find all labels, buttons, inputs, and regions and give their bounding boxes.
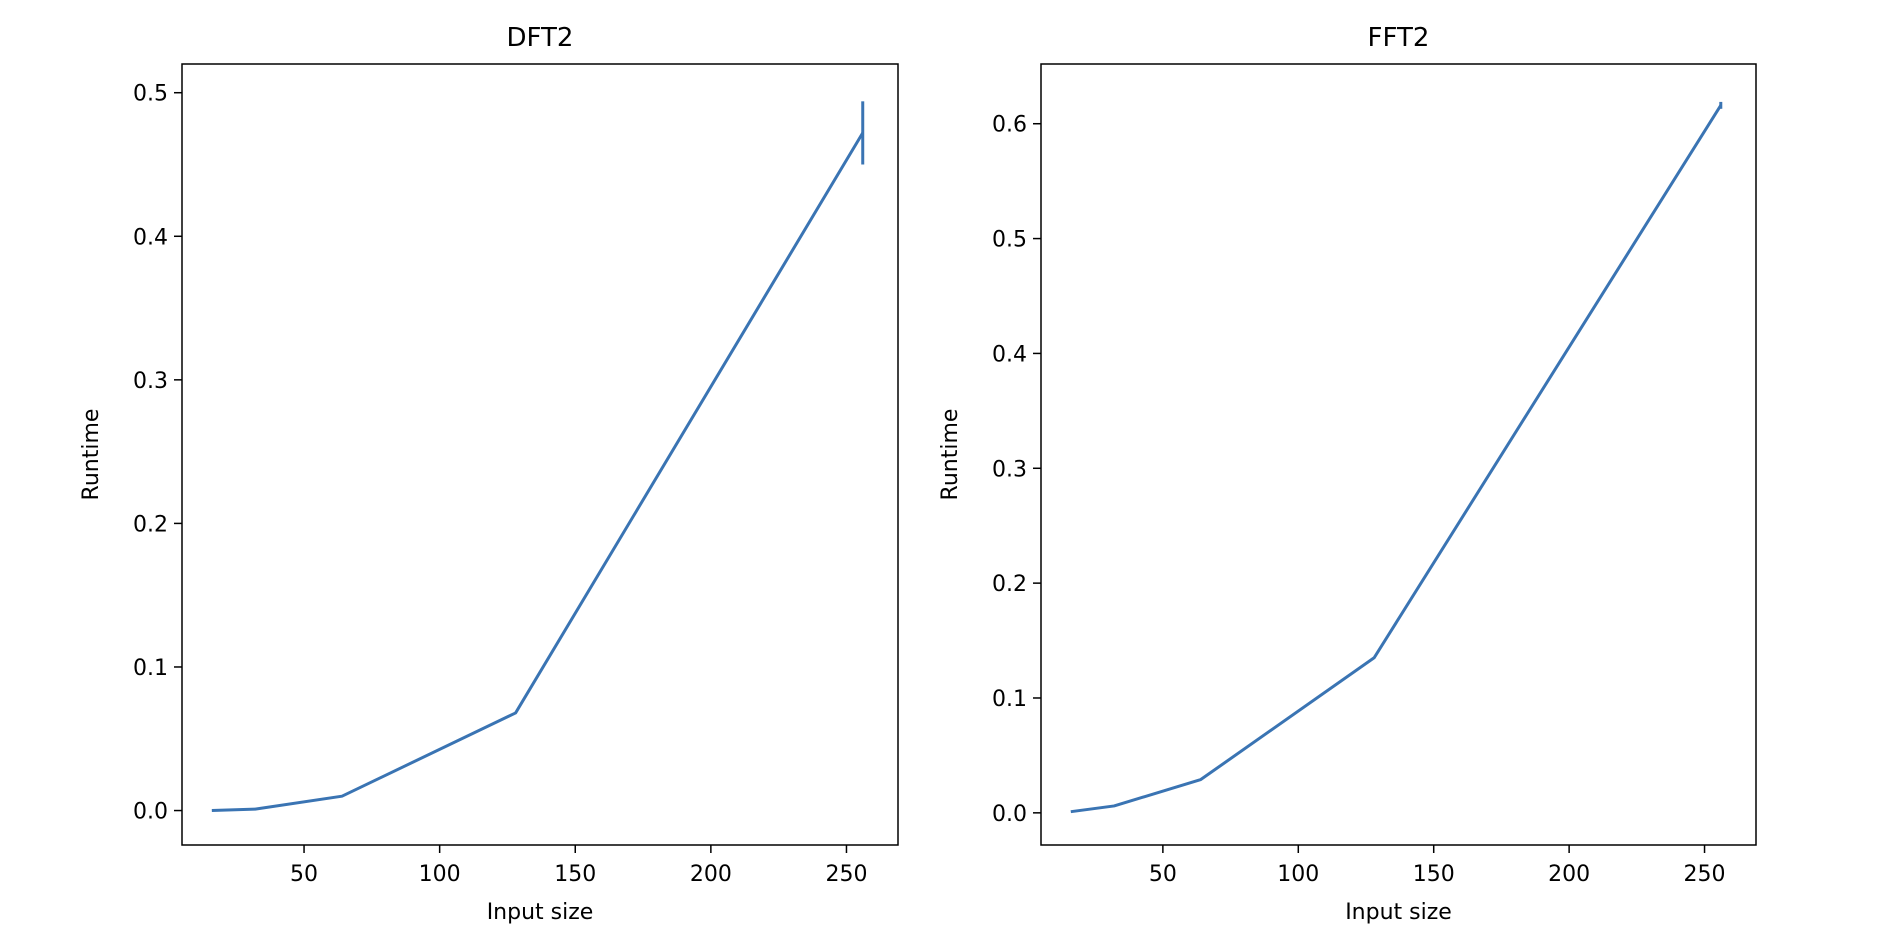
dft2-x-tick-label: 150 bbox=[554, 862, 596, 887]
fft2-y-tick-label: 0.2 bbox=[992, 572, 1027, 597]
fft2-x-tick-label: 250 bbox=[1684, 862, 1726, 887]
dft2-series-line bbox=[212, 133, 863, 811]
dft2-title: DFT2 bbox=[507, 23, 574, 53]
fft2-panel: FFT2 50 100 150 200 250 0.0 0.1 0.2 0.3 0.4 0.5 0.6 I… bbox=[938, 23, 1756, 925]
fft2-y-tick-label: 0.3 bbox=[992, 457, 1027, 482]
dft2-axes-frame bbox=[182, 64, 898, 845]
dft2-y-tick-label: 0.1 bbox=[133, 656, 168, 681]
fft2-x-tick-label: 200 bbox=[1548, 862, 1590, 887]
fft2-axes-frame bbox=[1041, 64, 1756, 845]
dft2-y-tick-label: 0.3 bbox=[133, 369, 168, 394]
fft2-title: FFT2 bbox=[1368, 23, 1430, 53]
dft2-x-tick-label: 200 bbox=[690, 862, 732, 887]
fft2-series-line bbox=[1071, 105, 1721, 811]
fft2-y-tick-label: 0.0 bbox=[992, 802, 1027, 827]
dft2-x-tick-label: 250 bbox=[825, 862, 867, 887]
dft2-panel: DFT2 50 100 150 200 250 0.0 0.1 0.2 0.3 0.4 0.5 Inpu… bbox=[79, 23, 898, 925]
fft2-y-tick-label: 0.1 bbox=[992, 687, 1027, 712]
dft2-x-tick-label: 100 bbox=[419, 862, 461, 887]
dft2-y-tick-label: 0.4 bbox=[133, 225, 168, 250]
fft2-y-tick-label: 0.4 bbox=[992, 342, 1027, 367]
fft2-y-axis-label: Runtime bbox=[938, 409, 963, 501]
dft2-x-tick-label: 50 bbox=[290, 862, 318, 887]
fft2-y-tick-label: 0.5 bbox=[992, 228, 1027, 253]
dft2-y-axis-label: Runtime bbox=[79, 409, 104, 501]
fft2-x-axis-label: Input size bbox=[1345, 900, 1452, 925]
fft2-x-tick-label: 100 bbox=[1277, 862, 1319, 887]
fft2-y-tick-label: 0.6 bbox=[992, 113, 1027, 138]
fft2-x-tick-label: 50 bbox=[1149, 862, 1177, 887]
dft2-x-axis-label: Input size bbox=[487, 900, 594, 925]
dft2-y-tick-label: 0.0 bbox=[133, 800, 168, 825]
dft2-y-tick-label: 0.5 bbox=[133, 82, 168, 107]
fft2-x-tick-label: 150 bbox=[1413, 862, 1455, 887]
dft2-y-tick-label: 0.2 bbox=[133, 512, 168, 537]
